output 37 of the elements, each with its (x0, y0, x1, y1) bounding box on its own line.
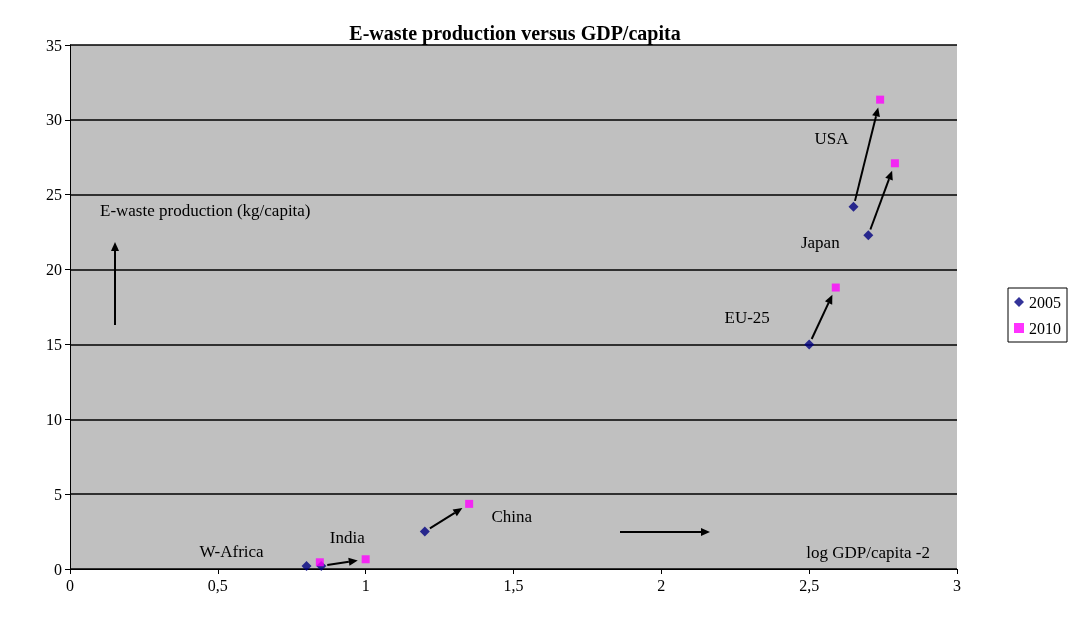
annotation: W-Africa (199, 541, 265, 561)
legend-label: 2005 (1029, 293, 1061, 311)
point (419, 526, 430, 537)
x-tick-label: 0,5 (207, 576, 228, 594)
x-tick-label: 1 (361, 576, 370, 594)
point (465, 499, 474, 508)
y-tick-label: 30 (46, 111, 62, 129)
point (301, 561, 312, 572)
annotation: India (329, 527, 366, 547)
annotation: USA (814, 129, 850, 149)
y-tick-label: 5 (54, 485, 62, 503)
legend-label: 2010 (1029, 319, 1061, 337)
y-axis-title: E-waste production (kg/capita) (100, 200, 311, 220)
chart-title: E-waste production versus GDP/capita (349, 22, 681, 45)
point (848, 201, 859, 212)
annotation: EU-25 (724, 307, 770, 327)
y-tick-label: 0 (54, 560, 62, 578)
x-tick-label: 1,5 (503, 576, 524, 594)
annotation: Japan (800, 232, 841, 252)
annotation: China (491, 507, 533, 527)
x-tick-label: 3 (953, 576, 961, 594)
y-tick-label: 25 (46, 186, 62, 204)
x-tick-label: 0 (66, 576, 74, 594)
point (876, 95, 885, 104)
y-tick-label: 35 (46, 36, 62, 54)
x-tick-label: 2,5 (799, 576, 820, 594)
x-axis-title: log GDP/capita -2 (806, 542, 930, 562)
y-tick-label: 15 (46, 335, 62, 353)
point (804, 339, 815, 350)
point (315, 558, 324, 567)
point (361, 555, 370, 564)
point (863, 230, 874, 241)
y-tick-label: 20 (46, 261, 62, 279)
x-tick-label: 2 (657, 576, 666, 594)
point (890, 159, 899, 168)
y-tick-label: 10 (46, 410, 62, 428)
point (831, 283, 840, 292)
